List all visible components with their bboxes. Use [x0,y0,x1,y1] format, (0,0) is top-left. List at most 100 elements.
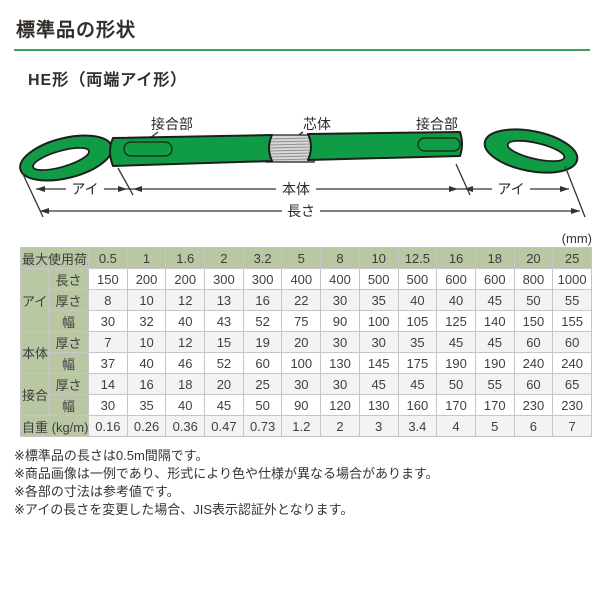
value-cell: 230 [552,394,592,416]
load-column-header: 25 [552,247,592,269]
value-cell: 160 [397,394,438,416]
value-cell: 52 [242,310,283,332]
value-cell: 40 [436,289,476,311]
label-joint-left: 接合部 [151,116,193,132]
value-cell: 75 [281,310,322,332]
value-cell: 45 [474,331,515,353]
load-column-header: 2 [204,247,244,269]
value-cell: 18 [165,373,206,395]
value-cell: 13 [204,289,244,311]
value-cell: 800 [513,268,554,290]
value-cell: 30 [281,373,322,395]
row-label: 厚さ [47,373,90,395]
value-cell: 20 [281,331,322,353]
value-cell: 20 [204,373,244,395]
table-row: 幅 30 35 40 45 50 90 120 130 160 170 170 230 230 [21,394,592,416]
group-label: アイ [20,268,49,332]
value-cell: 45 [436,331,476,353]
table-row: 幅 30 32 40 43 52 75 90 100 105 125 140 150 155 [21,310,592,332]
dimension-line-segments: アイ 本体 アイ [36,180,569,197]
value-cell: 16 [242,289,283,311]
value-cell: 120 [320,394,360,416]
dim-label-eye-right: アイ [497,181,524,197]
dimension-line-length: 長さ [40,202,580,219]
table-row: 厚さ 8 10 12 13 16 22 30 35 40 40 45 50 55 [21,289,592,311]
value-cell: 300 [242,268,283,290]
sling-diagram: 接合部 芯体 接合部 [0,92,600,229]
webbing-left [109,134,273,167]
value-cell: 46 [165,352,206,374]
dim-label-body: 本体 [282,181,310,197]
value-cell: 37 [88,352,128,374]
value-cell: 200 [165,268,206,290]
core-section-icon [265,134,315,163]
table-row: 本体 厚さ 7 10 12 15 19 20 30 30 35 45 45 60 60 [20,331,592,374]
table-row: アイ 長さ 150 200 200 300 300 400 400 500 500 600 600 800… [20,268,592,332]
value-cell: 300 [204,268,244,290]
value-cell: 19 [242,331,283,353]
table-row: 幅 37 40 46 52 60 100 130 145 175 190 190 240 240 [21,352,592,374]
note-line: ※アイの長さを変更した場合、JIS表示認証外となります。 [14,502,354,517]
sling-diagram-svg: 接合部 芯体 接合部 [19,116,586,219]
title-underline [14,49,590,51]
value-cell: 190 [474,352,515,374]
unit-label: (mm) [561,231,592,246]
dimension-ticks [21,163,586,218]
value-cell: 40 [397,289,438,311]
load-column-header: 18 [474,247,515,269]
load-column-header: 1.6 [165,247,206,269]
row-label: 幅 [47,352,90,374]
value-cell: 45 [204,394,244,416]
value-cell: 35 [126,394,167,416]
value-cell: 50 [242,394,283,416]
value-cell: 12 [165,289,206,311]
value-cell: 0.73 [242,415,283,437]
row-label: 長さ [47,268,90,290]
load-column-header: 0.5 [88,247,128,269]
value-cell: 400 [281,268,322,290]
load-column-header: 1 [126,247,167,269]
value-cell: 40 [165,394,206,416]
value-cell: 1.2 [281,415,322,437]
value-cell: 400 [320,268,360,290]
value-cell: 60 [242,352,283,374]
value-cell: 30 [88,394,128,416]
value-cell: 45 [474,289,515,311]
value-cell: 105 [397,310,438,332]
value-cell: 8 [88,289,128,311]
value-cell: 16 [126,373,167,395]
value-cell: 150 [513,310,554,332]
value-cell: 12 [165,331,206,353]
value-cell: 7 [552,415,592,437]
note-line: ※商品画像は一例であり、形式により色や仕様が異なる場合があります。 [14,466,439,481]
group-label: 接合部 [20,373,49,416]
value-cell: 40 [126,352,167,374]
row-label: 幅 [47,310,90,332]
value-cell: 170 [474,394,515,416]
label-joint-right: 接合部 [416,116,458,132]
row-label: 幅 [47,394,90,416]
load-column-header: 10 [358,247,399,269]
load-column-header: 3.2 [242,247,283,269]
value-cell: 15 [204,331,244,353]
value-cell: 43 [204,310,244,332]
value-cell: 55 [474,373,515,395]
value-cell: 14 [88,373,128,395]
joint-stitch-right-icon [417,137,461,152]
value-cell: 190 [436,352,476,374]
value-cell: 10 [126,289,167,311]
value-cell: 130 [358,394,399,416]
eye-left-icon [19,134,113,182]
value-cell: 150 [88,268,128,290]
value-cell: 30 [320,289,360,311]
note-line: ※各部の寸法は参考値です。 [14,484,180,499]
value-cell: 10 [126,331,167,353]
group-label: 本体 [20,331,49,374]
value-cell: 30 [320,331,360,353]
value-cell: 6 [513,415,554,437]
value-cell: 240 [513,352,554,374]
dim-label-eye-left: アイ [71,181,98,197]
value-cell: 50 [436,373,476,395]
value-cell: 200 [126,268,167,290]
joint-stitch-left-icon [123,141,173,157]
